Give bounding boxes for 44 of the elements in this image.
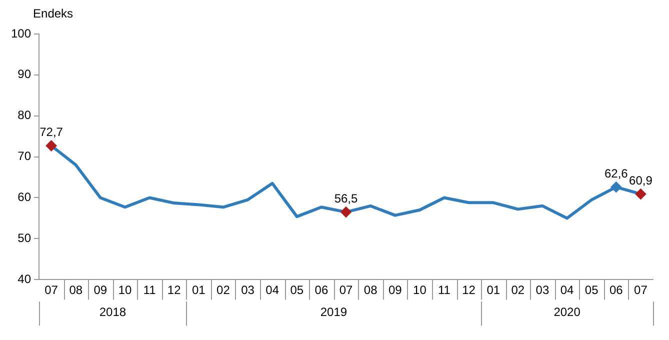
- y-tick-label: 100: [10, 26, 32, 40]
- x-tick-label: 11: [438, 283, 451, 298]
- x-tick-label: 01: [486, 283, 500, 298]
- x-tick-label: 08: [364, 283, 378, 298]
- x-tick-label: 10: [413, 283, 427, 298]
- text: 2018: [99, 304, 126, 319]
- y-tick-label: 60: [18, 190, 32, 204]
- x-tick-label: 05: [584, 283, 599, 298]
- y-axis-title: Endeks: [33, 6, 74, 20]
- x-tick-label: 01: [192, 283, 206, 298]
- data-label: 56,5: [334, 191, 358, 206]
- x-tick-label: 02: [511, 283, 525, 298]
- x-tick-label: 06: [609, 283, 624, 298]
- point: [610, 182, 622, 193]
- point: [635, 188, 646, 200]
- x-tick-label: 07: [44, 283, 58, 298]
- data-label: 62,6: [604, 166, 628, 180]
- x-tick-label: 03: [536, 283, 550, 298]
- x-tick-label: 03: [241, 283, 255, 298]
- data-label: 72,7: [40, 125, 64, 140]
- point: [340, 206, 352, 218]
- x-tick-label: 04: [266, 283, 280, 298]
- text: 2020: [554, 304, 581, 319]
- y-tick-label: 80: [18, 108, 32, 122]
- x-tick-label: 10: [118, 283, 132, 298]
- x-tick-label: 02: [216, 283, 230, 298]
- x-tick-label: 05: [290, 283, 304, 298]
- x-tick-label: 07: [634, 283, 648, 298]
- y-tick-label: 40: [18, 272, 32, 286]
- y-tick-label: 50: [18, 230, 32, 245]
- x-tick-label: 04: [560, 283, 574, 298]
- x-tick-label: 12: [167, 283, 182, 298]
- x-tick-label: 09: [388, 283, 402, 298]
- y-tick-label: 70: [18, 149, 32, 164]
- x-tick-label: 11: [143, 283, 156, 298]
- x-tick-label: 07: [339, 283, 354, 298]
- point: [46, 140, 57, 152]
- x-tick-label: 08: [69, 283, 83, 298]
- text: 2019: [320, 304, 348, 319]
- y-tick-label: 90: [18, 67, 32, 82]
- x-tick-label: 12: [462, 283, 476, 298]
- x-tick-label: 09: [94, 283, 108, 298]
- data-label: 60,9: [629, 173, 653, 188]
- x-tick-label: 06: [314, 283, 328, 298]
